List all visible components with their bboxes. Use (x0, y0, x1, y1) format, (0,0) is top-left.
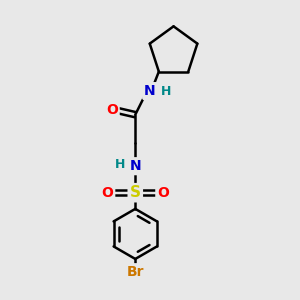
Text: H: H (161, 85, 171, 98)
Text: N: N (130, 159, 141, 173)
Text: O: O (101, 186, 113, 200)
Text: S: S (130, 185, 141, 200)
Text: N: N (144, 84, 156, 98)
Text: H: H (116, 158, 126, 171)
Text: O: O (106, 103, 118, 117)
Text: O: O (157, 186, 169, 200)
Text: Br: Br (127, 265, 144, 279)
